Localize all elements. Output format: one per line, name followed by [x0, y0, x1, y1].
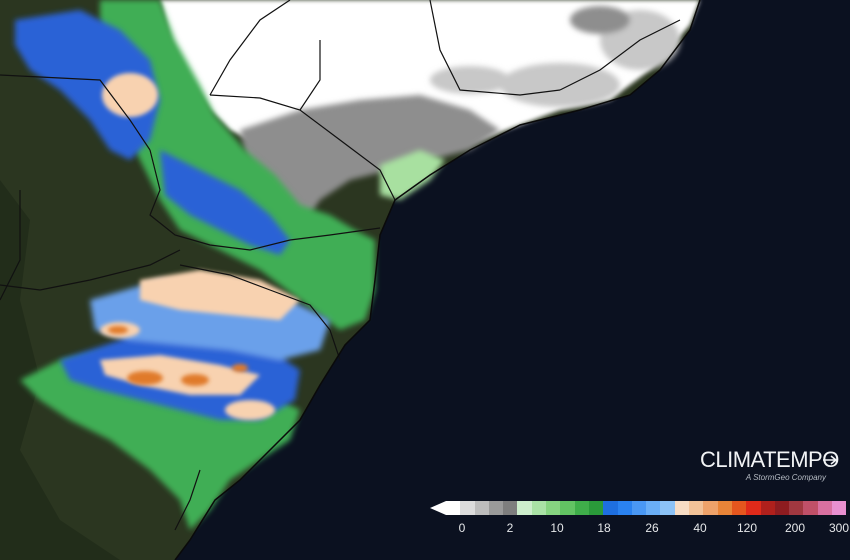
- legend-swatch: [760, 501, 775, 515]
- legend-tick: 10: [550, 521, 564, 535]
- legend-tick: 0: [458, 521, 466, 535]
- legend-swatch: [789, 501, 804, 515]
- precipitation-legend: 0 2 10 18 26 40 120 200 300: [430, 497, 850, 557]
- land-shade: [0, 180, 120, 560]
- legend-swatch: [588, 501, 604, 515]
- legend-swatch: [646, 501, 661, 515]
- legend-swatch: [817, 501, 833, 515]
- coastline: [174, 0, 701, 560]
- legend-swatch: [717, 501, 732, 515]
- legend-tick: 120: [736, 521, 758, 535]
- legend-swatch: [703, 501, 718, 515]
- legend-swatch: [517, 501, 532, 515]
- legend-swatch: [746, 501, 761, 515]
- legend-swatch: [546, 501, 561, 515]
- legend-swatch: [603, 501, 618, 515]
- legend-swatch: [531, 501, 547, 515]
- legend-swatch: [474, 501, 489, 515]
- legend-arrow-icon: [430, 501, 446, 515]
- legend-swatch: [731, 501, 747, 515]
- legend-tick: 300: [828, 521, 850, 535]
- legend-tick: 18: [597, 521, 611, 535]
- legend-swatch: [631, 501, 647, 515]
- legend-swatch: [560, 501, 575, 515]
- climatempo-logo: CLIMATEMPO A StormGeo Company: [700, 447, 840, 483]
- legend-tick: 2: [506, 521, 514, 535]
- brand-subtitle: A StormGeo Company: [745, 473, 826, 482]
- state-borders: [0, 0, 681, 531]
- legend-swatch: [674, 501, 690, 515]
- legend-swatch: [574, 501, 589, 515]
- legend-swatch: [488, 501, 504, 515]
- legend-tick: 26: [645, 521, 659, 535]
- extreme-rain-spots: [108, 326, 248, 386]
- legend-swatch: [803, 501, 818, 515]
- legend-swatch: [503, 501, 518, 515]
- legend-swatch: [617, 501, 632, 515]
- brand-name: CLIMATEMPO: [700, 447, 839, 472]
- legend-swatch: [774, 501, 790, 515]
- legend-swatch: [460, 501, 475, 515]
- legend-tick: 40: [693, 521, 707, 535]
- legend-swatch: [446, 501, 461, 515]
- legend-color-bar: [446, 501, 847, 515]
- very-heavy-rain-zones: [100, 73, 300, 420]
- legend-swatch: [689, 501, 704, 515]
- legend-tick: 200: [784, 521, 806, 535]
- arrow-icon: [823, 455, 838, 465]
- legend-swatch: [660, 501, 675, 515]
- legend-swatch: [832, 501, 847, 515]
